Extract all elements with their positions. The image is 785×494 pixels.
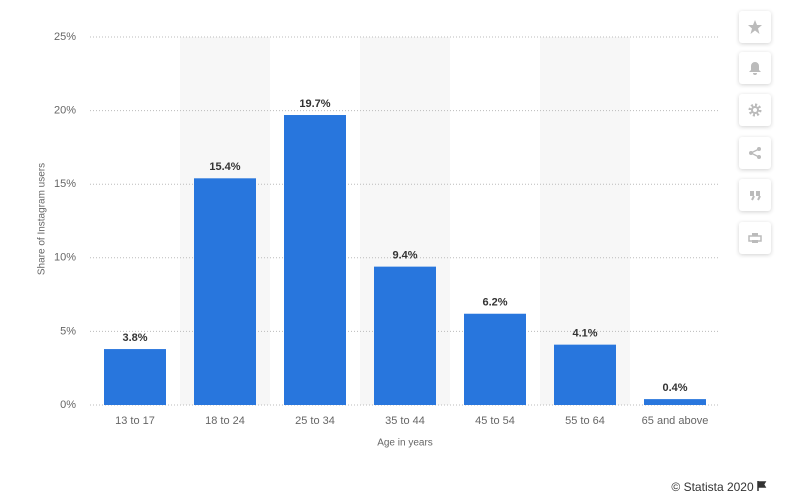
quote-icon <box>750 191 761 201</box>
bell-icon <box>749 62 761 75</box>
favorite-button[interactable] <box>739 11 771 43</box>
x-tick-label: 18 to 24 <box>205 415 245 427</box>
y-tick-label: 0% <box>60 399 76 411</box>
value-label: 0.4% <box>662 382 687 394</box>
y-tick-label: 5% <box>60 325 76 337</box>
value-label: 4.1% <box>572 328 597 340</box>
bar <box>464 313 526 405</box>
x-tick-label: 65 and above <box>642 415 709 427</box>
print-icon <box>748 233 762 243</box>
footer: © Statista 2020 <box>671 480 767 494</box>
star-icon <box>748 20 762 34</box>
bar <box>554 344 616 405</box>
value-label: 6.2% <box>482 297 507 309</box>
print-button[interactable] <box>739 222 771 254</box>
value-label: 9.4% <box>392 250 417 262</box>
y-tick-label: 15% <box>54 178 76 190</box>
gear-icon <box>748 103 762 117</box>
value-label: 3.8% <box>122 332 147 344</box>
x-tick-label: 45 to 54 <box>475 415 515 427</box>
y-axis-label: Share of Instagram users <box>37 163 48 275</box>
bar <box>194 178 256 405</box>
x-tick-label: 25 to 34 <box>295 415 335 427</box>
y-tick-label: 25% <box>54 31 76 43</box>
bar <box>284 115 346 406</box>
value-label: 19.7% <box>299 98 330 110</box>
copyright: © Statista 2020 <box>671 480 754 494</box>
share-button[interactable] <box>739 137 771 169</box>
bar <box>374 266 436 405</box>
band-shade <box>540 37 630 405</box>
share-icon <box>749 147 761 159</box>
x-tick-label: 35 to 44 <box>385 415 425 427</box>
flag-icon <box>757 481 767 491</box>
x-axis-label: Age in years <box>377 438 433 449</box>
bar <box>644 399 706 405</box>
bar <box>104 349 166 405</box>
value-label: 15.4% <box>209 161 240 173</box>
x-tick-label: 55 to 64 <box>565 415 605 427</box>
chart: Share of Instagram users Age in years 0%… <box>37 31 720 449</box>
settings-button[interactable] <box>739 94 771 126</box>
y-tick-label: 10% <box>54 252 76 264</box>
alert-button[interactable] <box>739 52 771 84</box>
cite-button[interactable] <box>739 179 771 211</box>
x-tick-label: 13 to 17 <box>115 415 155 427</box>
y-tick-label: 20% <box>54 105 76 117</box>
